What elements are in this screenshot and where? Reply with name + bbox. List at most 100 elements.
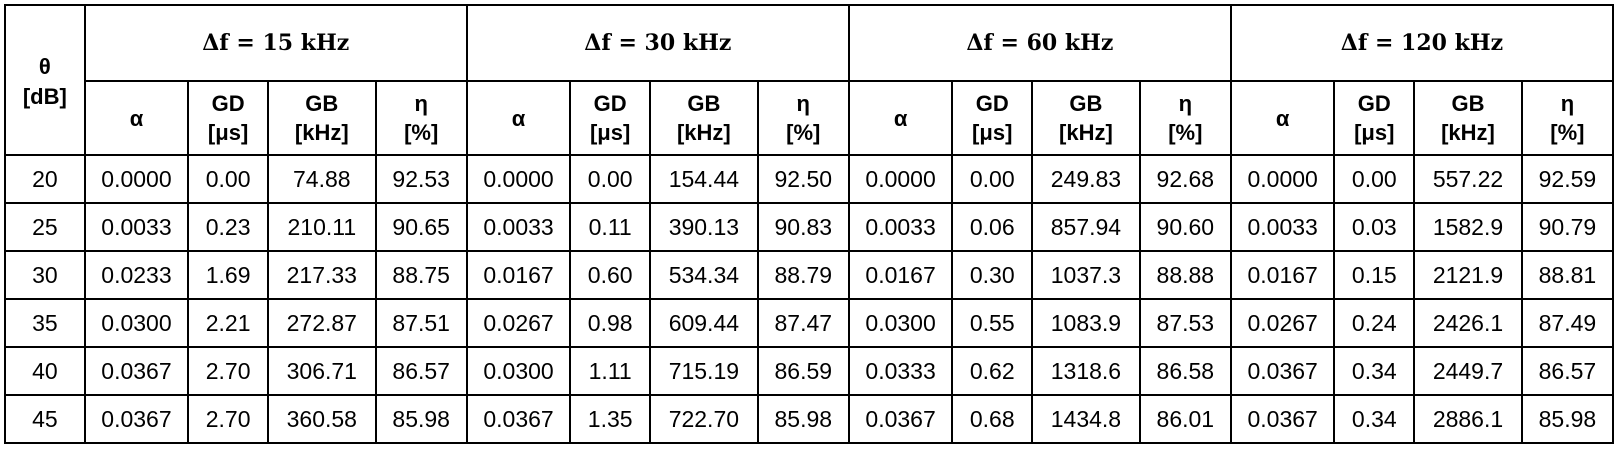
sub-header-gd: GD [μs]: [1333, 80, 1416, 156]
group-header-120khz: 𝚫𝐟 = 𝟏𝟐𝟎 𝐤𝐇𝐳: [1229, 4, 1615, 82]
table-cell: 0.30: [951, 250, 1034, 300]
table-cell: 86.57: [374, 346, 468, 396]
table-cell: 0.00: [951, 154, 1034, 204]
sub-header-gd-line: GD: [975, 91, 1009, 116]
sub-header-gd-line: GD: [593, 91, 627, 116]
sub-header-alpha-line: α: [129, 105, 144, 131]
table-cell: 0.24: [1333, 298, 1416, 348]
table-cell: 0.0267: [1229, 298, 1336, 348]
sub-header-eta: η [%]: [756, 80, 850, 156]
table-cell: 0.34: [1333, 346, 1416, 396]
theta-cell: 35: [4, 298, 86, 348]
sub-header-gb-line: GB: [1069, 91, 1103, 116]
table-cell: 0.0167: [465, 250, 572, 300]
sub-header-eta-line: η: [414, 91, 428, 116]
table-row: 30 0.0233 1.69 217.33 88.75 0.0167 0.60 534.34 8…: [4, 250, 1615, 300]
table-cell: 88.75: [374, 250, 468, 300]
table-cell: 86.57: [1520, 346, 1615, 396]
table-cell: 0.00: [1333, 154, 1416, 204]
table-cell: 0.0367: [83, 346, 190, 396]
table-cell: 249.83: [1031, 154, 1141, 204]
sub-header-eta-line: [%]: [786, 120, 821, 145]
table-cell: 0.0300: [847, 298, 954, 348]
sub-header-gb: GB [kHz]: [266, 80, 377, 156]
table-cell: 2426.1: [1413, 298, 1523, 348]
sub-header-eta-line: η: [1178, 91, 1193, 116]
group-header-15khz: 𝚫𝐟 = 𝟏𝟓 𝐤𝐇𝐳: [83, 4, 468, 82]
sub-header-gd-line: GD: [1357, 91, 1391, 116]
sub-header-eta-line: [%]: [404, 120, 439, 145]
table-cell: 857.94: [1031, 202, 1141, 252]
table-cell: 0.0000: [83, 154, 190, 204]
group-header-60khz: 𝚫𝐟 = 𝟔𝟎 𝐤𝐇𝐳: [847, 4, 1232, 82]
table-cell: 1.69: [187, 250, 269, 300]
table-cell: 154.44: [649, 154, 759, 204]
sub-header-gb: GB [kHz]: [1031, 80, 1141, 156]
table-cell: 88.88: [1138, 250, 1232, 300]
table-cell: 0.0167: [1229, 250, 1336, 300]
table-cell: 87.47: [756, 298, 850, 348]
table-cell: 534.34: [649, 250, 759, 300]
table-cell: 92.53: [374, 154, 468, 204]
table-cell: 0.68: [951, 394, 1034, 444]
sub-header-eta-line: η: [1560, 91, 1575, 116]
table-cell: 1434.8: [1031, 394, 1141, 444]
table-cell: 85.98: [1520, 394, 1615, 444]
sub-header-gb: GB [kHz]: [649, 80, 759, 156]
table-cell: 360.58: [266, 394, 377, 444]
table-cell: 0.0033: [847, 202, 954, 252]
sub-header-eta: η [%]: [374, 80, 468, 156]
table-cell: 0.34: [1333, 394, 1416, 444]
table-cell: 0.0000: [847, 154, 954, 204]
table-cell: 1.11: [569, 346, 652, 396]
sub-header-gd: GD [μs]: [569, 80, 652, 156]
sub-header-eta-line: [%]: [1550, 120, 1585, 145]
table-cell: 0.00: [187, 154, 269, 204]
sub-header-gb-line: GB: [305, 91, 339, 116]
theta-header: θ [dB]: [4, 4, 86, 156]
sub-header-row: α GD [μs] GB [kHz] η [%] α GD [μs] GB [kHz] η [%] α GD […: [5, 80, 1615, 156]
table-cell: 272.87: [266, 298, 377, 348]
table-cell: 88.79: [756, 250, 850, 300]
table-cell: 0.62: [951, 346, 1034, 396]
table-row: 25 0.0033 0.23 210.11 90.65 0.0033 0.11 390.13 9…: [4, 202, 1615, 252]
table-cell: 86.58: [1138, 346, 1232, 396]
table-cell: 0.03: [1333, 202, 1416, 252]
theta-cell: 30: [4, 250, 86, 300]
table-cell: 0.23: [187, 202, 269, 252]
table-cell: 2.70: [187, 346, 269, 396]
table-cell: 87.49: [1520, 298, 1615, 348]
table-cell: 1083.9: [1031, 298, 1141, 348]
table-cell: 87.53: [1138, 298, 1232, 348]
sub-header-gb-line: GB: [687, 91, 721, 116]
sub-header-eta: η [%]: [1520, 80, 1615, 156]
table-cell: 90.65: [374, 202, 468, 252]
sub-header-gd-line: GD: [211, 91, 245, 116]
table-cell: 74.88: [266, 154, 377, 204]
table-cell: 0.0367: [465, 394, 572, 444]
theta-cell: 40: [4, 346, 86, 396]
sub-header-eta-line: η: [796, 91, 810, 116]
table-cell: 722.70: [649, 394, 759, 444]
sub-header-alpha-line: α: [893, 105, 908, 131]
table-cell: 92.68: [1138, 154, 1232, 204]
table-cell: 210.11: [266, 202, 377, 252]
table-cell: 1037.3: [1031, 250, 1141, 300]
table-cell: 0.0233: [83, 250, 190, 300]
table-cell: 0.0300: [465, 346, 572, 396]
table-cell: 0.0267: [465, 298, 572, 348]
sub-header-gd: GD [μs]: [187, 80, 269, 156]
sub-header-gb-line: [kHz]: [294, 120, 349, 145]
sub-header-alpha: α: [1229, 80, 1336, 156]
table-row: 45 0.0367 2.70 360.58 85.98 0.0367 1.35 722.70 8…: [4, 394, 1615, 444]
table-cell: 0.15: [1333, 250, 1416, 300]
table-cell: 715.19: [649, 346, 759, 396]
group-header-30khz: 𝚫𝐟 = 𝟑𝟎 𝐤𝐇𝐳: [465, 4, 850, 82]
table-cell: 217.33: [266, 250, 377, 300]
table-cell: 557.22: [1413, 154, 1523, 204]
table-cell: 0.0333: [847, 346, 954, 396]
sub-header-gb-line: [kHz]: [676, 120, 731, 145]
table-cell: 0.06: [951, 202, 1034, 252]
group-header-row: θ [dB] 𝚫𝐟 = 𝟏𝟓 𝐤𝐇𝐳 𝚫𝐟 = 𝟑𝟎 𝐤𝐇𝐳 𝚫𝐟 = 𝟔𝟎 𝐤…: [4, 4, 1615, 156]
table-cell: 1.35: [569, 394, 652, 444]
